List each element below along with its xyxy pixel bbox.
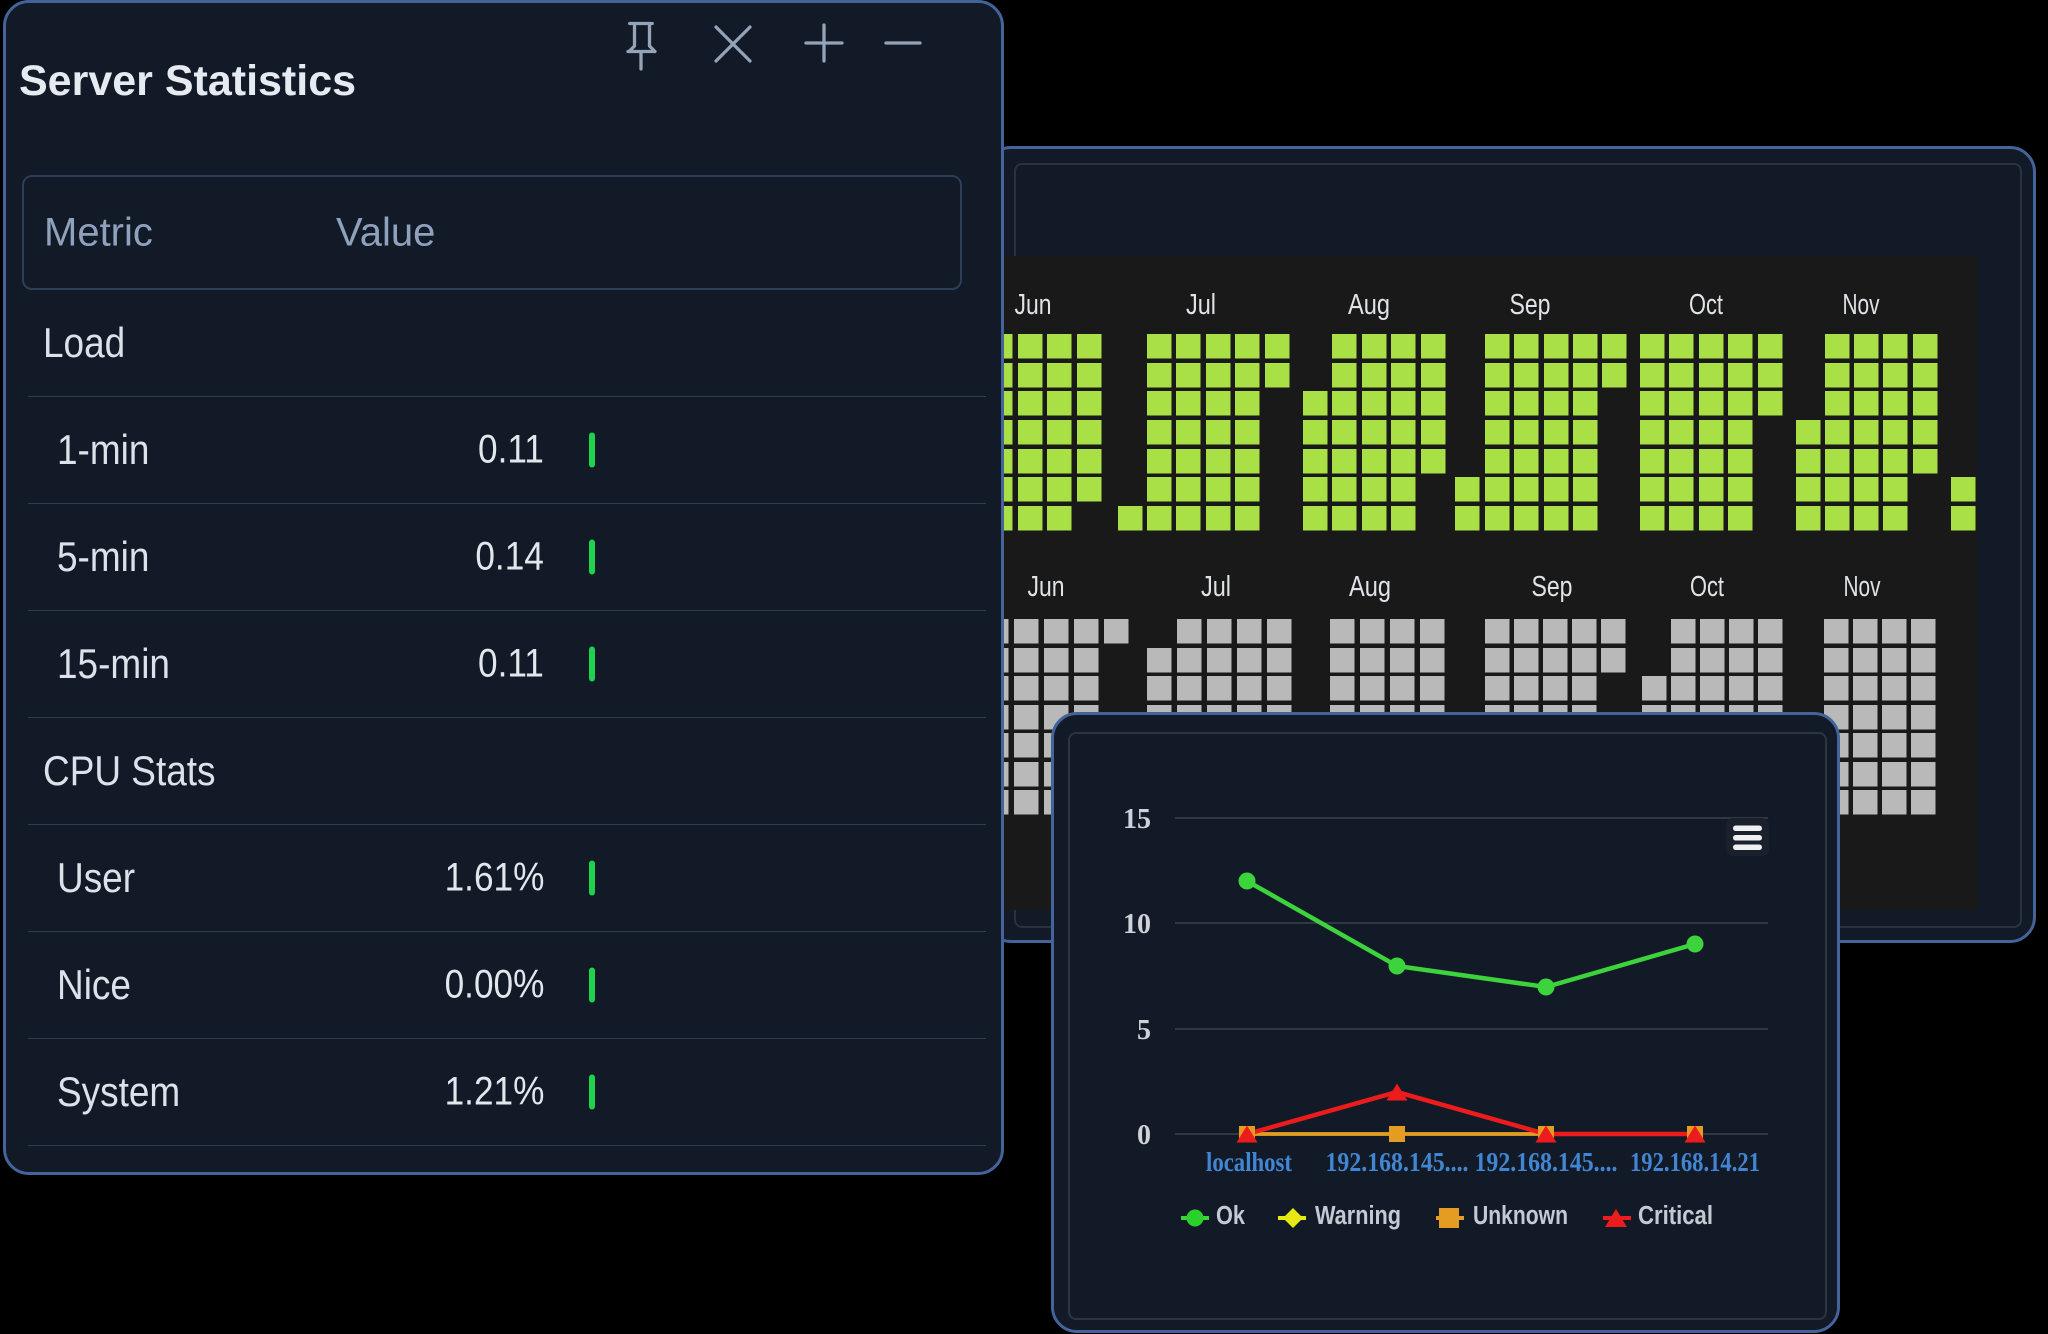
svg-text:15: 15 (1123, 804, 1151, 835)
svg-text:Jul: Jul (1186, 289, 1216, 321)
svg-text:Sep: Sep (1532, 571, 1573, 603)
svg-text:Oct: Oct (1689, 289, 1723, 321)
svg-text:Oct: Oct (1690, 571, 1724, 603)
svg-text:Sep: Sep (1510, 289, 1551, 321)
svg-text:192.168.145....: 192.168.145.... (1475, 1147, 1618, 1177)
svg-text:Jul: Jul (1201, 571, 1231, 603)
svg-text:192.168.145....: 192.168.145.... (1326, 1147, 1469, 1177)
svg-text:Aug: Aug (1349, 571, 1391, 603)
svg-text:192.168.14.21: 192.168.14.21 (1630, 1147, 1760, 1177)
svg-text:5: 5 (1137, 1015, 1151, 1046)
svg-text:Jun: Jun (1015, 289, 1052, 321)
svg-text:Nov: Nov (1844, 571, 1881, 603)
svg-text:localhost: localhost (1206, 1147, 1292, 1177)
svg-text:Ok: Ok (1216, 1202, 1246, 1230)
svg-text:Warning: Warning (1315, 1202, 1401, 1230)
svg-text:Jun: Jun (1028, 571, 1065, 603)
svg-text:0: 0 (1137, 1120, 1151, 1151)
svg-text:Nov: Nov (1843, 289, 1880, 321)
svg-text:Unknown: Unknown (1473, 1202, 1568, 1230)
svg-text:10: 10 (1123, 909, 1151, 940)
svg-text:Critical: Critical (1638, 1202, 1713, 1230)
svg-text:Aug: Aug (1348, 289, 1390, 321)
